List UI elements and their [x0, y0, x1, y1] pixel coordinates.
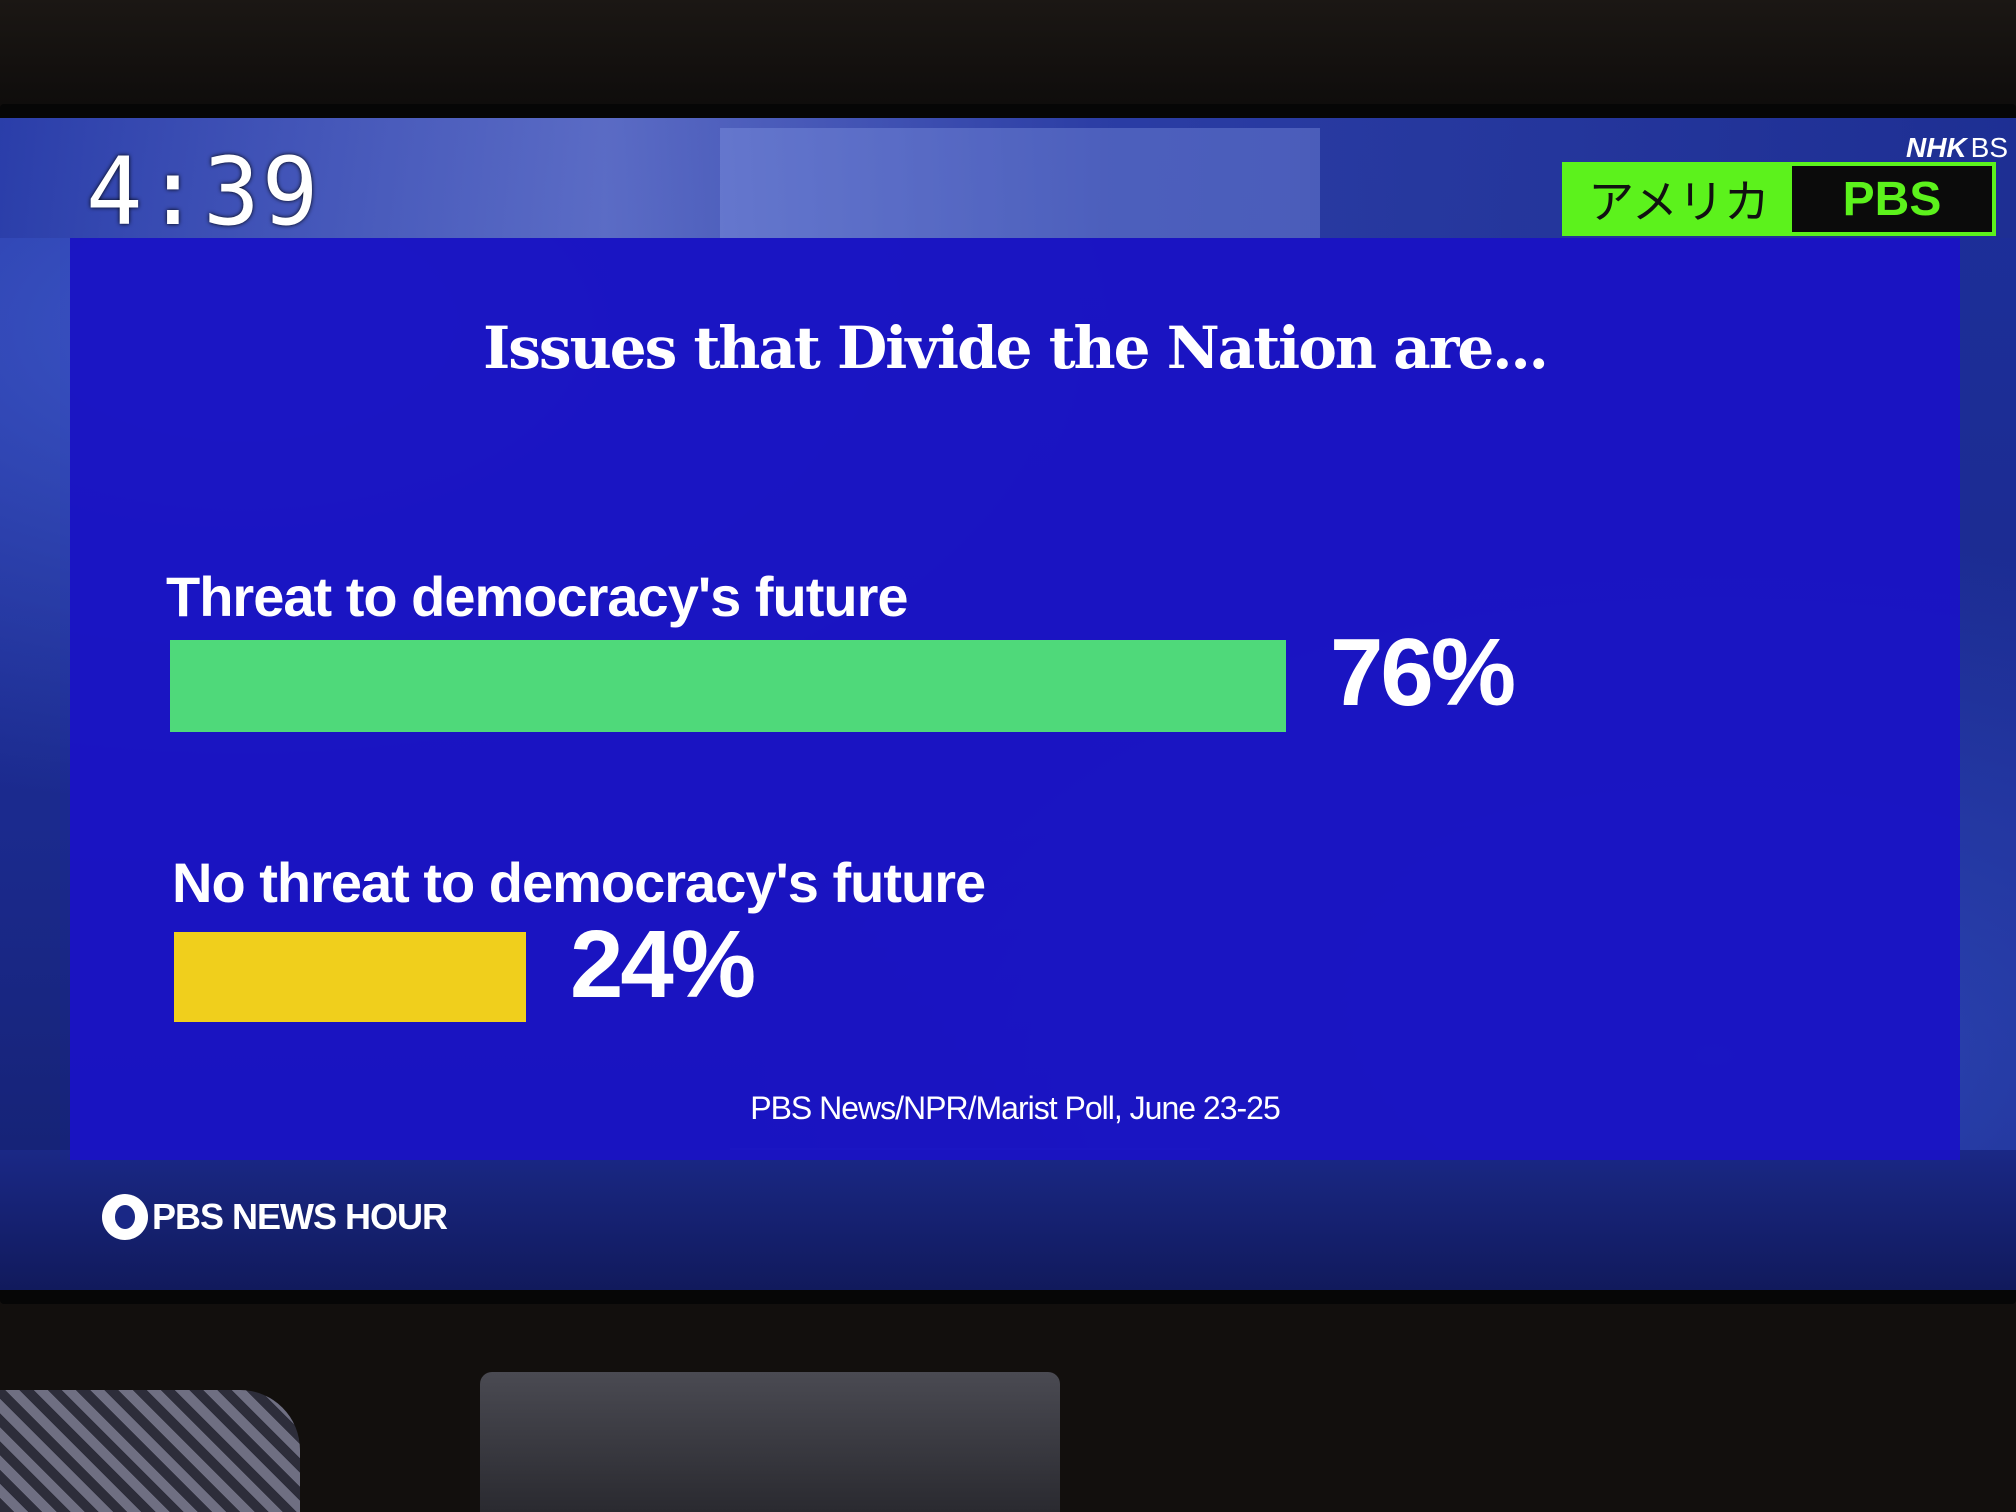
chart-source: PBS News/NPR/Marist Poll, June 23-25	[750, 1090, 1281, 1126]
room-background	[0, 0, 2016, 112]
background-floor	[0, 1150, 2016, 1290]
nhk-bs-logo: NHK BS	[1906, 132, 2008, 164]
pillow	[0, 1390, 300, 1512]
clock: 4:39	[86, 138, 321, 247]
show-logo-text: PBS NEWS HOUR	[152, 1196, 448, 1237]
nhk-logo-text: NHK	[1905, 132, 1967, 163]
bar-no-threat	[174, 932, 526, 1022]
category-label-threat: Threat to democracy's future	[166, 565, 909, 628]
value-label-threat: 76%	[1330, 619, 1516, 726]
category-label-no-threat: No threat to democracy's future	[172, 851, 986, 914]
bar-threat	[170, 640, 1286, 732]
bs-logo-text: BS	[1970, 132, 2008, 163]
network-tag: PBS	[1792, 166, 1992, 232]
country-tag: アメリカ	[1566, 166, 1792, 232]
pbs-newshour-logo: PBS NEWS HOUR	[102, 1194, 448, 1240]
chart-title: Issues that Divide the Nation are...	[483, 314, 1549, 382]
value-label-no-threat: 24%	[570, 911, 756, 1018]
voting-booth	[720, 128, 1320, 238]
tv-screen: 4:39 NHK BS アメリカ PBS Issues that Divide t…	[0, 118, 2016, 1290]
source-tag: アメリカ PBS	[1562, 162, 1996, 236]
tv-stand	[480, 1372, 1060, 1512]
pbs-head-icon	[102, 1194, 148, 1240]
